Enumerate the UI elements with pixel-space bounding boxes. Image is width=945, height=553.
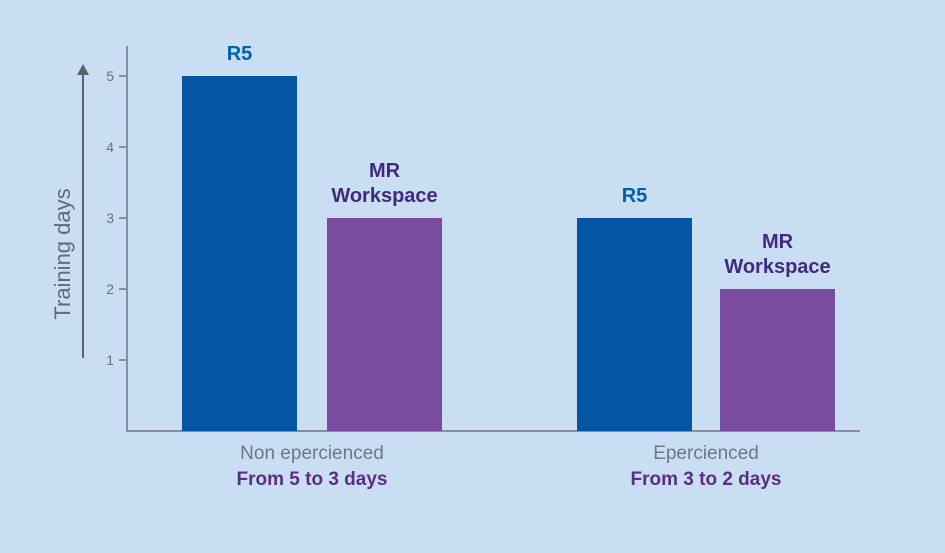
group-label: Non epercienced xyxy=(240,443,384,464)
x-axis-line xyxy=(126,430,860,432)
group-label-block-2: Epercienced From 3 to 2 days xyxy=(536,441,876,493)
bar-label-r5: R5 xyxy=(621,185,648,207)
y-tick-label: 3 xyxy=(106,210,114,226)
bar-label-mr-workspace: MR Workspace xyxy=(724,231,831,278)
y-tick-mark xyxy=(119,288,127,290)
y-tick-label: 5 xyxy=(106,68,114,84)
bar-label-mr-workspace: MR Workspace xyxy=(331,160,438,207)
y-tick-mark xyxy=(119,75,127,77)
y-axis-arrow-line xyxy=(82,74,84,358)
bar-mr-workspace-group2 xyxy=(720,289,835,431)
bar-label-r5: R5 xyxy=(226,43,253,65)
group-sublabel: From 3 to 2 days xyxy=(630,469,782,490)
y-tick-mark xyxy=(119,217,127,219)
group-label: Epercienced xyxy=(653,443,759,464)
y-axis-arrow-icon xyxy=(77,64,89,75)
group-label-block-1: Non epercienced From 5 to 3 days xyxy=(142,441,482,493)
bar-r5-group2 xyxy=(577,218,692,431)
y-tick-label: 1 xyxy=(106,352,114,368)
y-tick-label: 2 xyxy=(106,281,114,297)
y-axis-title: Training days xyxy=(50,188,75,320)
bar-mr-workspace-group1 xyxy=(327,218,442,431)
y-axis-line xyxy=(126,46,128,432)
y-tick-mark xyxy=(119,146,127,148)
bar-r5-group1 xyxy=(182,76,297,431)
y-tick-mark xyxy=(119,359,127,361)
y-tick-label: 4 xyxy=(106,139,114,155)
group-sublabel: From 5 to 3 days xyxy=(236,469,388,490)
